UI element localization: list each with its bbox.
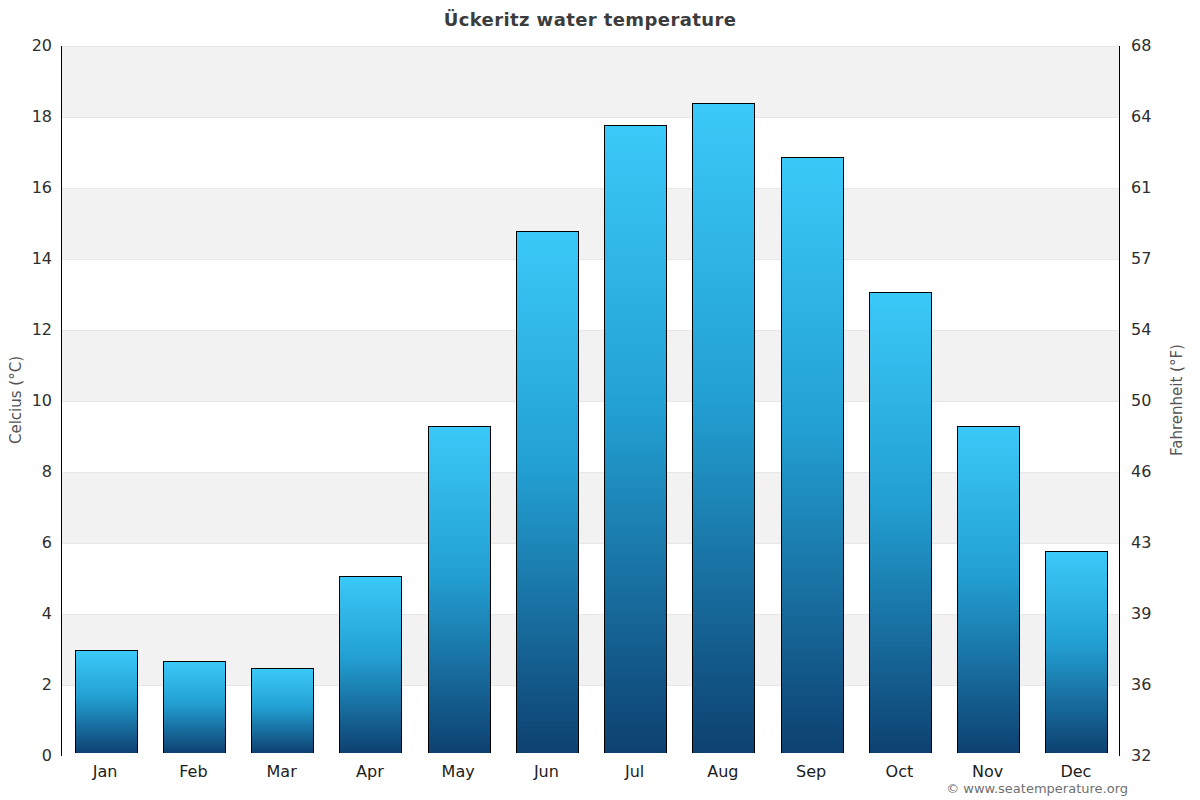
plot-band <box>62 330 1119 401</box>
month-tick-label-mar: Mar <box>238 762 326 782</box>
bar-jan <box>75 650 138 753</box>
month-tick-label-apr: Apr <box>326 762 414 782</box>
bar-jun <box>516 231 579 753</box>
fahrenheit-tick-label: 50 <box>1131 392 1173 410</box>
month-tick-label-jan: Jan <box>61 762 149 782</box>
copyright-text: © www.seatemperature.org <box>946 781 1128 796</box>
chart-title: Ückeritz water temperature <box>0 9 1180 30</box>
bar-feb <box>163 661 226 753</box>
water-temperature-chart: Ückeritz water temperature 0246810121416… <box>0 0 1200 800</box>
bar-aug <box>692 103 755 753</box>
celsius-axis-title: Celcius (°C) <box>7 356 25 444</box>
celsius-tick-label: 6 <box>10 534 52 552</box>
bar-oct <box>869 292 932 754</box>
fahrenheit-axis-title: Fahrenheit (°F) <box>1168 344 1186 456</box>
celsius-tick-label: 12 <box>10 321 52 339</box>
bar-nov <box>957 426 1020 753</box>
celsius-tick-label: 4 <box>10 605 52 623</box>
fahrenheit-tick-label: 46 <box>1131 463 1173 481</box>
plot-area <box>61 46 1120 756</box>
month-tick-label-feb: Feb <box>149 762 237 782</box>
month-tick-label-dec: Dec <box>1032 762 1120 782</box>
celsius-tick-label: 18 <box>10 108 52 126</box>
plot-band <box>62 188 1119 259</box>
celsius-tick-label: 20 <box>10 37 52 55</box>
fahrenheit-tick-label: 54 <box>1131 321 1173 339</box>
fahrenheit-tick-label: 36 <box>1131 676 1173 694</box>
fahrenheit-tick-label: 64 <box>1131 108 1173 126</box>
month-tick-label-nov: Nov <box>944 762 1032 782</box>
fahrenheit-tick-label: 68 <box>1131 37 1173 55</box>
celsius-tick-label: 2 <box>10 676 52 694</box>
bar-jul <box>604 125 667 753</box>
celsius-tick-label: 0 <box>10 747 52 765</box>
month-tick-label-aug: Aug <box>679 762 767 782</box>
plot-band <box>62 46 1119 117</box>
month-tick-label-oct: Oct <box>855 762 943 782</box>
celsius-tick-label: 8 <box>10 463 52 481</box>
fahrenheit-tick-label: 39 <box>1131 605 1173 623</box>
fahrenheit-tick-label: 43 <box>1131 534 1173 552</box>
celsius-tick-label: 16 <box>10 179 52 197</box>
bar-dec <box>1045 551 1108 753</box>
bar-mar <box>251 668 314 753</box>
bar-may <box>428 426 491 753</box>
month-tick-label-jun: Jun <box>502 762 590 782</box>
fahrenheit-tick-label: 32 <box>1131 747 1173 765</box>
month-tick-label-sep: Sep <box>767 762 855 782</box>
fahrenheit-tick-label: 57 <box>1131 250 1173 268</box>
celsius-tick-label: 14 <box>10 250 52 268</box>
month-tick-label-may: May <box>414 762 502 782</box>
bar-apr <box>339 576 402 754</box>
month-tick-label-jul: Jul <box>591 762 679 782</box>
plot-band <box>62 117 1119 188</box>
plot-band <box>62 259 1119 330</box>
fahrenheit-tick-label: 61 <box>1131 179 1173 197</box>
bar-sep <box>781 157 844 753</box>
